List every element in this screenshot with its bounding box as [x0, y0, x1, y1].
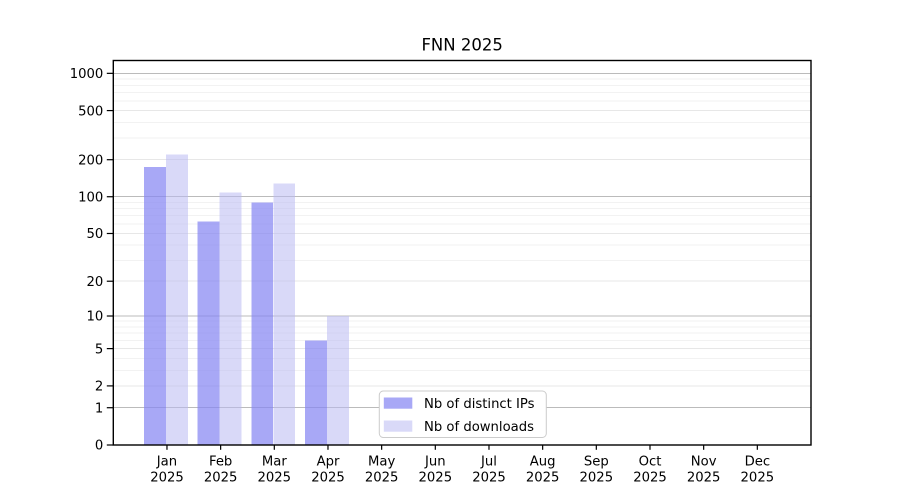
x-tick-label-year-oct: 2025 [633, 471, 667, 486]
chart-title: FNN 2025 [421, 36, 502, 55]
legend-swatch-downloads [383, 420, 413, 432]
x-tick-label-month-may: May [368, 455, 395, 470]
x-tick-label-year-dec: 2025 [741, 471, 775, 486]
x-tick-label-month-feb: Feb [209, 455, 232, 470]
y-tick-label-1000: 1000 [70, 67, 104, 82]
x-tick-label-month-jun: Jun [424, 455, 446, 470]
x-axis: Jan2025Feb2025Mar2025Apr2025May2025Jun20… [150, 445, 774, 486]
x-tick-label-month-jul: Jul [480, 455, 497, 470]
bar-jan-downloads [166, 154, 188, 445]
x-tick-label-year-aug: 2025 [526, 471, 560, 486]
legend-item-downloads: Nb of downloads [383, 420, 534, 435]
y-tick-label-200: 200 [78, 153, 103, 168]
x-tick-label-month-aug: Aug [530, 455, 556, 470]
legend-label-distinct-ips: Nb of distinct IPs [424, 397, 535, 412]
legend-label-downloads: Nb of downloads [424, 420, 534, 435]
x-tick-label-year-mar: 2025 [258, 471, 292, 486]
x-tick-label-month-dec: Dec [745, 455, 771, 470]
x-tick-label-year-jun: 2025 [419, 471, 453, 486]
legend-swatch-distinct-ips [383, 397, 413, 409]
bar-apr-downloads [327, 316, 349, 445]
legend: Nb of distinct IPs Nb of downloads [378, 390, 547, 438]
y-tick-label-1: 1 [95, 401, 103, 416]
x-tick-label-month-jan: Jan [156, 455, 177, 470]
x-tick-label-month-oct: Oct [639, 455, 662, 470]
y-tick-label-2: 2 [95, 380, 103, 395]
y-tick-label-20: 20 [87, 275, 104, 290]
x-tick-label-year-feb: 2025 [204, 471, 238, 486]
x-tick-label-month-nov: Nov [691, 455, 717, 470]
bar-jan-distinct-ips [144, 166, 166, 445]
y-tick-label-10: 10 [87, 310, 104, 325]
plot-frame [112, 59, 812, 446]
x-tick-label-year-nov: 2025 [687, 471, 721, 486]
bar-apr-distinct-ips [305, 340, 327, 445]
bars [144, 154, 349, 445]
x-tick-label-month-apr: Apr [317, 455, 340, 470]
series-distinct-ips [144, 166, 327, 445]
legend-box [378, 390, 547, 438]
x-tick-label-month-mar: Mar [262, 455, 287, 470]
legend-item-distinct-ips: Nb of distinct IPs [383, 397, 535, 412]
bar-feb-downloads [219, 192, 242, 445]
y-tick-label-0: 0 [95, 439, 103, 454]
y-tick-label-500: 500 [78, 104, 103, 119]
y-tick-label-5: 5 [95, 342, 103, 357]
series-downloads [166, 154, 349, 445]
x-tick-label-year-may: 2025 [365, 471, 399, 486]
x-tick-label-year-jan: 2025 [150, 471, 184, 486]
x-tick-label-month-sep: Sep [584, 455, 609, 470]
y-tick-label-100: 100 [78, 190, 103, 205]
bar-mar-distinct-ips [251, 202, 274, 445]
x-tick-label-year-sep: 2025 [580, 471, 614, 486]
x-tick-label-year-jul: 2025 [472, 471, 506, 486]
bar-feb-distinct-ips [197, 221, 220, 445]
x-tick-label-year-apr: 2025 [311, 471, 345, 486]
y-tick-label-50: 50 [87, 227, 104, 242]
y-axis: 0 1 2 5 10 20 50 100 200 500 1000 [70, 67, 114, 454]
bar-mar-downloads [273, 183, 296, 445]
